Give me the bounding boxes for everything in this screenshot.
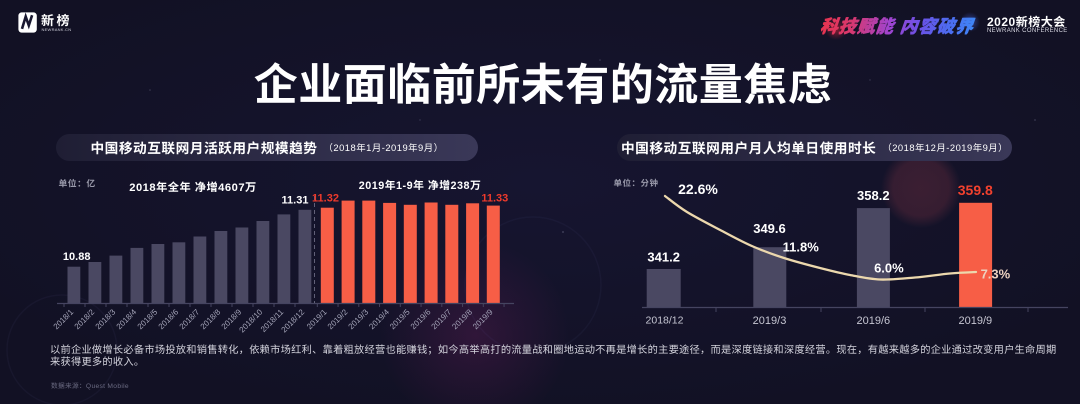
svg-text:10.88: 10.88: [63, 251, 91, 263]
svg-text:349.6: 349.6: [753, 221, 786, 236]
svg-text:2018年全年 净增4607万: 2018年全年 净增4607万: [129, 181, 257, 194]
svg-text:2019年1-9年 净增238万: 2019年1-9年 净增238万: [359, 179, 482, 192]
svg-text:单位：分钟: 单位：分钟: [614, 178, 659, 188]
svg-text:2018/12: 2018/12: [646, 315, 684, 327]
svg-text:2019/9: 2019/9: [958, 315, 992, 327]
svg-text:2019/6: 2019/6: [856, 315, 890, 327]
svg-text:7.3%: 7.3%: [981, 267, 1011, 282]
svg-text:11.33: 11.33: [481, 193, 508, 205]
svg-text:6.0%: 6.0%: [874, 261, 904, 276]
svg-text:11.32: 11.32: [312, 193, 339, 205]
svg-text:358.2: 358.2: [857, 188, 890, 203]
svg-text:2019/3: 2019/3: [753, 315, 787, 327]
svg-text:341.2: 341.2: [647, 250, 680, 265]
svg-text:11.31: 11.31: [282, 195, 309, 207]
svg-text:22.6%: 22.6%: [678, 181, 718, 197]
svg-text:单位：亿: 单位：亿: [59, 179, 96, 189]
svg-text:11.8%: 11.8%: [783, 240, 820, 255]
svg-text:359.8: 359.8: [958, 182, 993, 198]
